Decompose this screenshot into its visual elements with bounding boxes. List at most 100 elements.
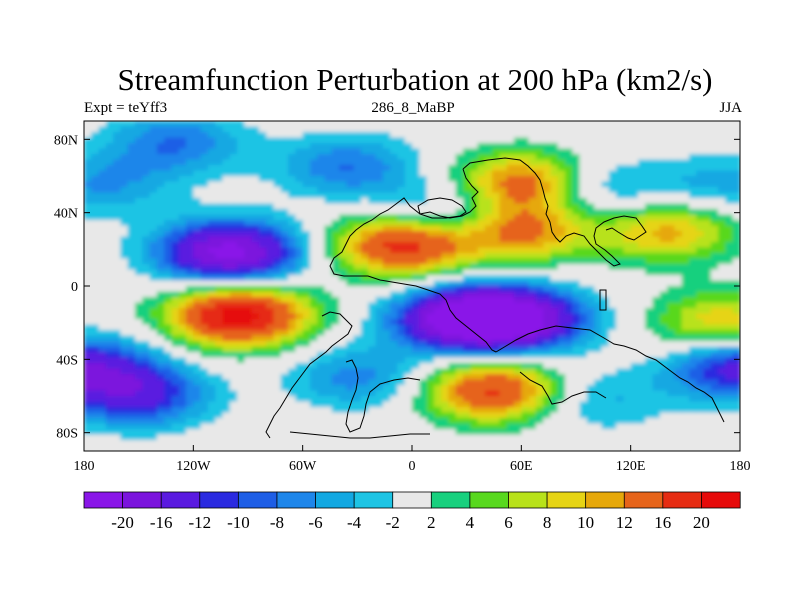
contour-cell [229, 440, 238, 447]
contour-cell [484, 181, 493, 188]
contour-cell [215, 368, 224, 375]
contour-cell [382, 269, 391, 276]
contour-cell [426, 357, 435, 364]
contour-cell [412, 148, 421, 155]
contour-cell [98, 258, 107, 265]
contour-cell [426, 192, 435, 199]
contour-cell [404, 258, 413, 265]
contour-cell [288, 137, 297, 144]
contour-cell [630, 440, 639, 447]
contour-cell [550, 269, 559, 276]
contour-cell [579, 407, 588, 414]
contour-cell [535, 242, 544, 249]
contour-cell [193, 396, 202, 403]
contour-cell [426, 159, 435, 166]
contour-cell [361, 181, 370, 188]
contour-cell [412, 269, 421, 276]
contour-cell [251, 137, 260, 144]
contour-cell [652, 247, 661, 254]
contour-cell [463, 181, 472, 188]
contour-cell [499, 258, 508, 265]
contour-cell [448, 209, 457, 216]
contour-cell [149, 154, 158, 161]
contour-cell [543, 154, 552, 161]
contour-cell [601, 225, 610, 232]
contour-cell [156, 280, 165, 287]
contour-cell [91, 407, 100, 414]
contour-cell [251, 165, 260, 172]
contour-cell [455, 214, 464, 221]
contour-cell [295, 154, 304, 161]
contour-cell [528, 346, 537, 353]
contour-cell [207, 121, 216, 128]
contour-cell [361, 313, 370, 320]
contour-cell [324, 137, 333, 144]
contour-cell [433, 258, 442, 265]
contour-cell [601, 126, 610, 133]
contour-cell [149, 374, 158, 381]
contour-cell [594, 341, 603, 348]
contour-cell [237, 429, 246, 436]
contour-cell [382, 159, 391, 166]
contour-cell [390, 302, 399, 309]
contour-cell [630, 385, 639, 392]
contour-cell [463, 440, 472, 447]
contour-cell [499, 401, 508, 408]
contour-cell [280, 247, 289, 254]
contour-cell [521, 165, 530, 172]
contour-cell [565, 297, 574, 304]
contour-cell [514, 363, 523, 370]
contour-cell [135, 137, 144, 144]
contour-cell [84, 170, 93, 177]
contour-cell [514, 231, 523, 238]
contour-cell [288, 198, 297, 205]
contour-cell [339, 137, 348, 144]
contour-cell [390, 429, 399, 436]
contour-cell [499, 423, 508, 430]
contour-cell [331, 214, 340, 221]
contour-cell [302, 231, 311, 238]
contour-cell [288, 253, 297, 260]
contour-cell [630, 330, 639, 337]
contour-cell [113, 407, 122, 414]
contour-cell [667, 335, 676, 342]
contour-cell [579, 236, 588, 243]
contour-cell [156, 335, 165, 342]
contour-cell [229, 407, 238, 414]
contour-cell [368, 187, 377, 194]
contour-cell [477, 269, 486, 276]
contour-cell [339, 275, 348, 282]
contour-cell [251, 291, 260, 298]
contour-cell [390, 445, 399, 451]
contour-cell [215, 324, 224, 331]
contour-cell [382, 407, 391, 414]
contour-cell [171, 170, 180, 177]
contour-cell [186, 363, 195, 370]
contour-cell [433, 319, 442, 326]
contour-cell [346, 291, 355, 298]
contour-cell [652, 176, 661, 183]
contour-cell [594, 429, 603, 436]
contour-cell [499, 170, 508, 177]
contour-cell [127, 143, 136, 150]
contour-cell [506, 418, 515, 425]
contour-cell [149, 418, 158, 425]
contour-cell [193, 203, 202, 210]
contour-cell [295, 407, 304, 414]
contour-cell [404, 313, 413, 320]
contour-cell [273, 286, 282, 293]
contour-cell [594, 297, 603, 304]
contour-cell [149, 313, 158, 320]
contour-cell [433, 434, 442, 441]
contour-cell [368, 275, 377, 282]
contour-cell [455, 412, 464, 419]
contour-cell [426, 297, 435, 304]
contour-cell [266, 275, 275, 282]
contour-cell [550, 379, 559, 386]
contour-cell [171, 181, 180, 188]
contour-cell [681, 374, 690, 381]
contour-cell [113, 297, 122, 304]
contour-cell [608, 247, 617, 254]
contour-cell [105, 335, 114, 342]
contour-cell [492, 440, 501, 447]
